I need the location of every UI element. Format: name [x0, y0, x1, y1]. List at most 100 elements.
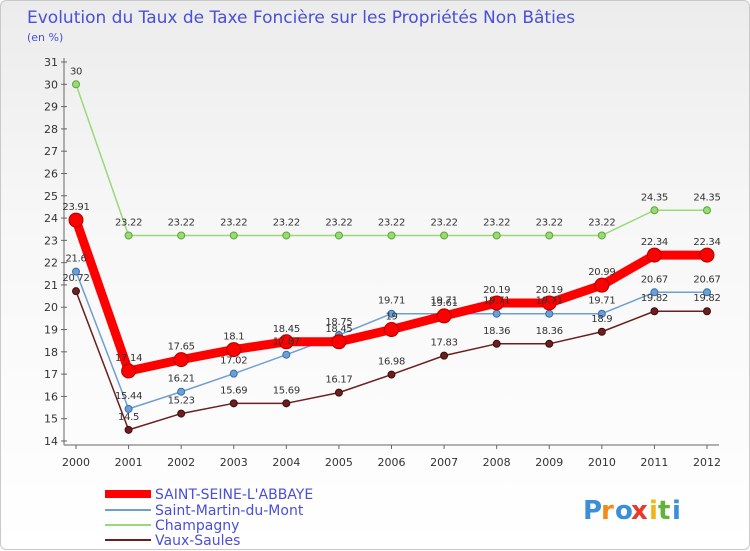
data-point	[384, 322, 399, 338]
x-tick-label: 2005	[325, 456, 353, 469]
y-tick-label: 16	[44, 390, 58, 403]
data-point	[545, 231, 554, 240]
data-point	[545, 339, 554, 348]
data-label: 24.35	[693, 192, 720, 203]
logo-letter: i	[672, 496, 681, 526]
data-point	[597, 231, 606, 240]
data-point	[387, 231, 396, 240]
legend-label: Vaux-Saules	[155, 533, 240, 549]
data-label: 15.44	[115, 391, 142, 402]
x-tick-label: 2002	[167, 456, 195, 469]
data-point	[650, 206, 659, 215]
data-label: 23.22	[115, 217, 142, 228]
x-tick-label: 2004	[272, 456, 300, 469]
data-label: 30	[70, 66, 82, 77]
data-point	[440, 351, 449, 360]
data-label: 17.14	[115, 353, 142, 364]
logo-letter: o	[615, 496, 633, 526]
y-tick-label: 21	[44, 279, 58, 292]
data-label: 17.02	[220, 356, 247, 367]
data-point	[334, 231, 343, 240]
y-tick-label: 20	[44, 301, 58, 314]
data-label: 23.91	[62, 202, 89, 213]
data-label: 23.22	[588, 217, 615, 228]
data-label: 20.72	[62, 273, 89, 284]
data-label: 18.36	[536, 326, 563, 337]
data-label: 23.22	[536, 217, 563, 228]
data-label: 18.36	[483, 326, 510, 337]
y-tick-label: 17	[44, 368, 58, 381]
logo-letter: P	[583, 496, 602, 526]
y-tick-label: 31	[44, 56, 58, 69]
series-saint-seine-l-abbaye	[68, 212, 715, 379]
data-label: 18.45	[325, 324, 352, 335]
data-point	[703, 288, 711, 297]
data-label: 21.6	[65, 254, 86, 265]
y-tick-label: 19	[44, 324, 58, 337]
data-point	[703, 206, 711, 215]
data-point	[68, 212, 84, 228]
y-tick-label: 22	[44, 257, 58, 270]
data-point	[440, 231, 449, 240]
data-label: 18.9	[591, 314, 612, 325]
data-point	[278, 334, 294, 350]
y-tick-label: 29	[44, 101, 58, 114]
data-point	[597, 327, 606, 336]
data-point	[229, 399, 238, 408]
x-tick-label: 2008	[483, 456, 511, 469]
y-tick-label: 24	[44, 212, 58, 225]
data-label: 18.45	[273, 324, 300, 335]
data-label: 22.34	[693, 237, 720, 248]
chart-title: Evolution du Taux de Taxe Foncière sur l…	[27, 8, 575, 28]
x-tick-label: 2007	[430, 456, 458, 469]
data-point	[72, 80, 80, 89]
data-label: 24.35	[641, 192, 668, 203]
axes: 14 15 16 17 18 19 20 21 22 23 24 25 26 27 28 29 30 31 2000…	[44, 56, 721, 469]
data-label: 18.75	[325, 317, 352, 328]
data-label: 20.67	[693, 274, 720, 285]
data-label: 16.98	[378, 357, 405, 368]
data-label: 19.71	[378, 296, 405, 307]
proxiti-logo: Pr ox i t i	[583, 496, 681, 526]
y-tick-label: 27	[44, 145, 58, 158]
data-label: 17.65	[168, 342, 195, 353]
x-tick-label: 2006	[378, 456, 406, 469]
x-tick-label: 2009	[535, 456, 563, 469]
data-point	[177, 387, 186, 396]
data-label: 23.22	[220, 217, 247, 228]
data-point	[229, 231, 238, 240]
x-tick-label: 2011	[640, 456, 668, 469]
data-point	[72, 267, 80, 276]
data-point	[387, 309, 396, 318]
data-label: 17.83	[431, 338, 458, 349]
data-point	[124, 404, 133, 413]
logo-letter: r	[601, 496, 614, 526]
data-point	[72, 287, 80, 296]
series-line	[75, 83, 708, 237]
data-label: 15.69	[273, 385, 300, 396]
data-point	[492, 339, 501, 348]
data-point	[331, 334, 347, 350]
data-point	[124, 231, 133, 240]
data-label: 16.21	[168, 374, 195, 385]
series-vaux-saules	[72, 287, 711, 434]
data-point	[646, 247, 662, 263]
y-axis-unit: (en %)	[27, 31, 63, 44]
data-label: 19	[385, 312, 397, 323]
x-tick-label: 2003	[220, 456, 248, 469]
data-label: 19.82	[641, 293, 668, 304]
data-point	[492, 309, 501, 318]
data-label: 17.87	[273, 337, 300, 348]
data-point	[226, 342, 242, 358]
data-point	[121, 363, 137, 379]
x-tick-label: 2000	[62, 456, 90, 469]
data-point	[703, 307, 711, 316]
data-label: 23.22	[378, 217, 405, 228]
x-tick-label: 2010	[588, 456, 616, 469]
data-point	[597, 309, 606, 318]
data-point	[282, 399, 291, 408]
y-tick-label: 18	[44, 346, 58, 359]
data-point	[436, 308, 452, 324]
data-label: 20.19	[483, 285, 510, 296]
